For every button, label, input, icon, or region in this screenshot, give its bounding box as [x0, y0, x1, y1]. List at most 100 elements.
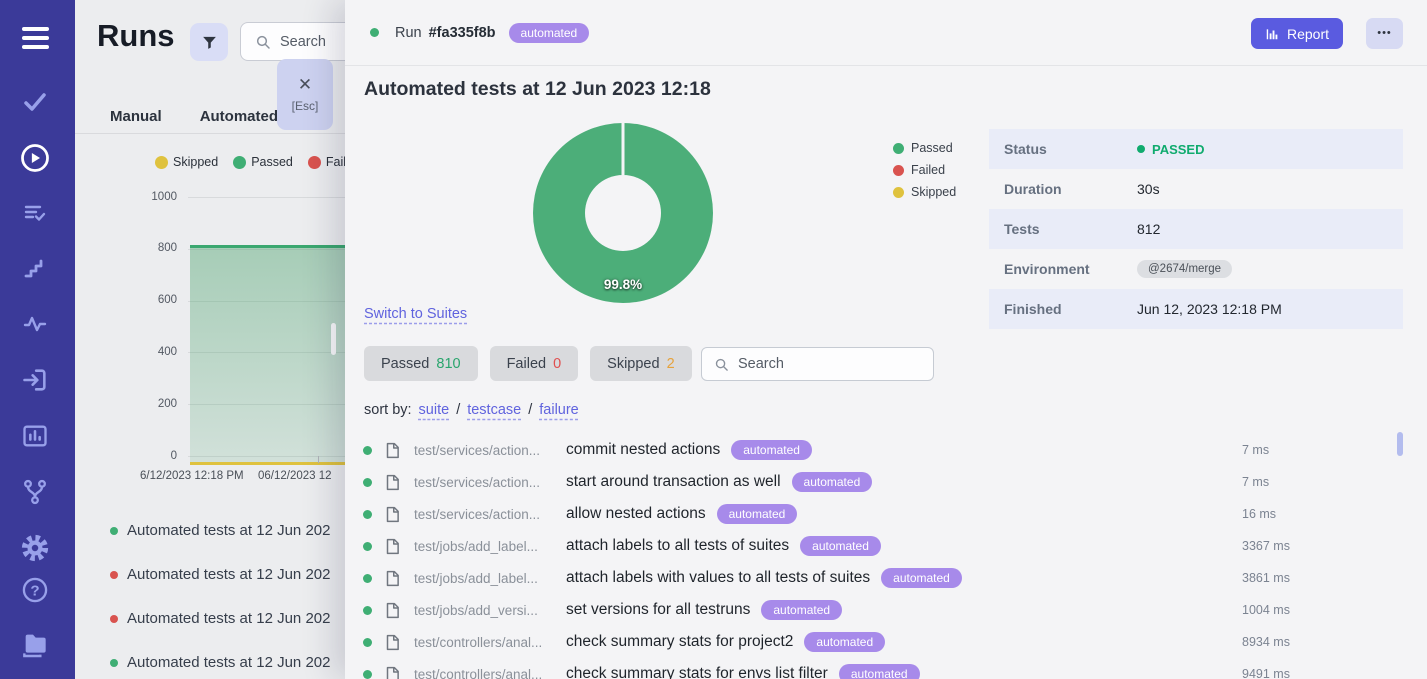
steps-icon[interactable]: [0, 256, 70, 280]
legend-skipped: Skipped: [155, 155, 218, 169]
tabs-divider: [75, 133, 345, 134]
more-actions-button[interactable]: •••: [1366, 18, 1403, 49]
sort-suite-link[interactable]: suite: [418, 402, 450, 418]
projects-folder-icon[interactable]: [0, 628, 70, 660]
gridline: [188, 249, 345, 250]
test-duration: 3367 ms: [1242, 539, 1290, 553]
y-tick: 800: [157, 242, 177, 254]
test-row[interactable]: test/jobs/add_label... attach labels wit…: [345, 562, 1427, 594]
svg-text:?: ?: [30, 582, 39, 599]
legend-failed: Failed: [893, 163, 956, 177]
test-duration: 8934 ms: [1242, 635, 1290, 649]
legend-failed: Failed: [307, 155, 345, 169]
run-status-dot: [110, 526, 118, 535]
sidebar: ?: [0, 0, 75, 679]
file-icon: [385, 666, 400, 679]
tab-automated[interactable]: Automated: [199, 108, 279, 125]
file-icon: [385, 506, 400, 523]
file-icon: [385, 634, 400, 651]
import-icon[interactable]: [0, 366, 70, 394]
filter-button[interactable]: [190, 23, 228, 61]
page-scrollbar-thumb[interactable]: [331, 323, 336, 355]
run-status-dot: [110, 614, 118, 623]
test-passed-dot: [363, 445, 372, 455]
ellipsis-icon: •••: [1377, 27, 1392, 39]
tab-manual[interactable]: Manual: [110, 108, 162, 125]
test-row[interactable]: test/controllers/anal... check summary s…: [345, 658, 1427, 679]
file-icon: [385, 602, 400, 619]
automated-badge: automated: [731, 440, 812, 460]
skipped-dot-icon: [893, 186, 904, 198]
passed-dot-icon: [233, 155, 247, 169]
run-list-item[interactable]: Automated tests at 12 Jun 202: [110, 654, 330, 671]
run-list-item[interactable]: Automated tests at 12 Jun 202: [110, 566, 330, 583]
funnel-icon: [201, 34, 218, 51]
donut-skipped-slice: [621, 123, 625, 175]
test-duration: 3861 ms: [1242, 571, 1290, 585]
help-icon[interactable]: ?: [0, 576, 70, 604]
donut-percent-label: 99.8%: [603, 277, 643, 292]
tests-search[interactable]: [701, 347, 934, 381]
test-row[interactable]: test/controllers/anal... check summary s…: [345, 626, 1427, 658]
passed-dot-icon: [1137, 145, 1145, 153]
report-chart-icon: [1265, 27, 1279, 41]
runs-play-icon[interactable]: [0, 143, 70, 173]
close-panel-button[interactable]: ✕ [Esc]: [277, 59, 333, 130]
test-row[interactable]: test/services/action... allow nested act…: [345, 498, 1427, 530]
menu-icon[interactable]: [0, 27, 70, 49]
branch-icon[interactable]: [0, 478, 70, 506]
test-passed-dot: [363, 573, 372, 583]
run-summary-table: Status PASSED Duration 30s Tests 812 Env…: [989, 129, 1403, 329]
run-list-item[interactable]: Automated tests at 12 Jun 202: [110, 522, 330, 539]
filter-passed-button[interactable]: Passed 810: [364, 346, 478, 381]
test-passed-dot: [363, 541, 372, 551]
summary-row-environment: Environment @2674/merge: [989, 249, 1403, 289]
skipped-dot-icon: [155, 155, 168, 169]
donut-hole: [585, 175, 661, 251]
settings-gear-icon[interactable]: [0, 533, 70, 563]
legend-passed: Passed: [893, 141, 956, 155]
sort-failure-link[interactable]: failure: [539, 402, 579, 418]
gridline: [188, 404, 345, 405]
analytics-icon[interactable]: [0, 422, 70, 450]
tests-search-input[interactable]: [738, 356, 908, 372]
panel-scrollbar-thumb[interactable]: [1397, 432, 1403, 456]
close-icon: ✕: [297, 75, 313, 94]
runs-search-input[interactable]: [280, 33, 345, 50]
run-detail-panel: Run #fa335f8b automated Report ••• Autom…: [345, 0, 1427, 679]
test-row[interactable]: test/services/action... commit nested ac…: [345, 434, 1427, 466]
test-row[interactable]: test/jobs/add_versi... set versions for …: [345, 594, 1427, 626]
donut-passed-slice: 99.8%: [533, 123, 713, 303]
summary-row-finished: Finished Jun 12, 2023 12:18 PM: [989, 289, 1403, 329]
status-badge: PASSED: [1137, 142, 1205, 157]
filter-failed-button[interactable]: Failed 0: [489, 346, 579, 381]
tests-list: test/services/action... commit nested ac…: [345, 434, 1427, 679]
summary-row-duration: Duration 30s: [1004, 181, 1160, 197]
sort-controls: sort by: suite / testcase / failure: [364, 402, 579, 418]
failed-count: 0: [553, 355, 562, 372]
test-passed-dot: [363, 637, 372, 647]
test-row[interactable]: test/jobs/add_label... attach labels to …: [345, 530, 1427, 562]
environment-badge: @2674/merge: [1137, 260, 1233, 278]
runs-tabs: Manual Automated: [110, 108, 278, 125]
automated-badge: automated: [804, 632, 886, 652]
activity-pulse-icon[interactable]: [0, 312, 70, 336]
runs-page: Runs Manual Automated Skipped Passed Fai…: [75, 0, 345, 679]
report-button[interactable]: Report: [1250, 18, 1343, 49]
test-duration: 7 ms: [1242, 475, 1270, 489]
runs-search[interactable]: [240, 22, 345, 61]
automated-badge: automated: [791, 472, 873, 492]
test-row[interactable]: test/services/action... start around tra…: [345, 466, 1427, 498]
sort-testcase-link[interactable]: testcase: [467, 402, 522, 418]
automated-badge: automated: [881, 568, 962, 588]
filter-skipped-button[interactable]: Skipped 2: [590, 346, 692, 381]
run-list-item[interactable]: Automated tests at 12 Jun 202: [110, 610, 330, 627]
file-icon: [385, 570, 400, 587]
list-check-icon[interactable]: [0, 201, 70, 225]
y-tick: 1000: [151, 191, 177, 203]
y-tick: 600: [157, 294, 177, 306]
file-icon: [385, 442, 400, 459]
automated-badge: automated: [838, 664, 920, 679]
switch-to-suites-link[interactable]: Switch to Suites: [364, 306, 468, 322]
tasks-check-icon[interactable]: [0, 90, 70, 114]
